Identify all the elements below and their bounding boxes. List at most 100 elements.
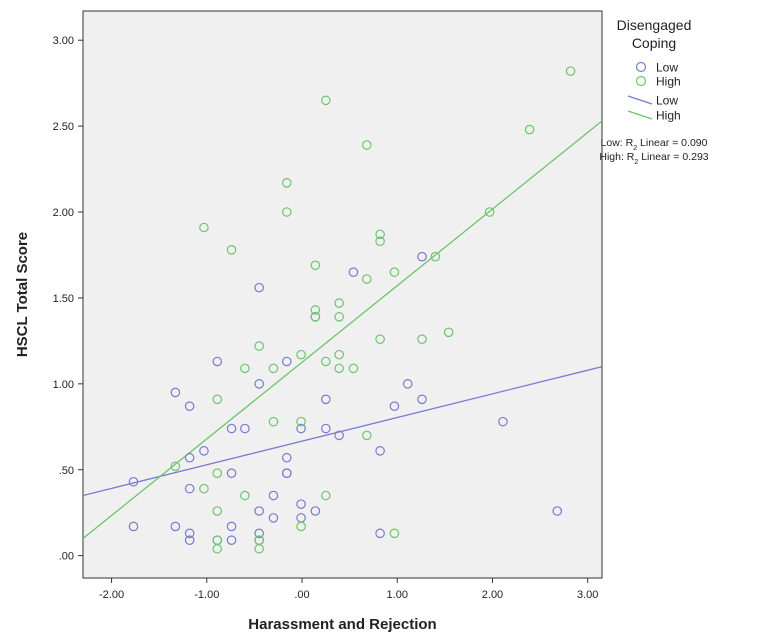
- point-high: [199, 483, 209, 494]
- point-low: [375, 446, 385, 456]
- legend-fit-label-low: Low: [656, 94, 678, 108]
- point-low: [310, 506, 321, 516]
- point-low: [170, 387, 181, 398]
- legend-marker-low: [635, 61, 647, 73]
- point-low: [226, 521, 237, 532]
- point-high: [212, 468, 223, 478]
- point-low: [281, 468, 292, 478]
- legend-label-high: High: [656, 75, 681, 89]
- point-high: [310, 312, 321, 322]
- point-low: [296, 499, 306, 509]
- point-high: [375, 229, 385, 240]
- y-tick-label: 2.50: [53, 121, 74, 133]
- data-points: [128, 66, 576, 554]
- point-high: [254, 341, 264, 351]
- point-low: [348, 267, 359, 277]
- point-low: [281, 356, 292, 367]
- point-low: [402, 379, 413, 389]
- point-high: [212, 394, 223, 405]
- point-low: [254, 282, 264, 293]
- point-high: [310, 305, 321, 315]
- y-axis-ticks: .00 .50 1.00 1.50 2.00 2.50 3.00: [53, 35, 83, 563]
- point-high: [296, 416, 306, 427]
- point-low: [254, 379, 264, 389]
- point-low: [212, 356, 223, 367]
- point-high: [361, 430, 372, 441]
- point-high: [240, 490, 250, 501]
- point-low: [254, 528, 264, 539]
- point-high: [375, 334, 385, 344]
- point-low: [128, 476, 139, 487]
- point-high: [310, 260, 321, 271]
- point-high: [524, 124, 535, 135]
- point-high: [334, 363, 344, 374]
- y-tick-label: 1.50: [53, 293, 74, 305]
- point-low: [184, 452, 195, 463]
- point-low: [184, 528, 195, 539]
- point-high: [321, 356, 331, 367]
- point-high: [389, 267, 400, 277]
- point-low: [184, 535, 195, 545]
- x-tick-label: .00: [294, 589, 309, 601]
- fit-line-low: [83, 366, 602, 497]
- point-low: [389, 401, 400, 411]
- point-high: [170, 461, 181, 472]
- point-high: [199, 222, 209, 233]
- point-high: [296, 349, 306, 360]
- y-tick-label: 2.00: [53, 207, 74, 219]
- point-high: [361, 274, 372, 284]
- y-tick-label: 1.00: [53, 379, 74, 391]
- point-low: [240, 423, 250, 434]
- y-tick-label: .50: [59, 465, 74, 477]
- point-high: [268, 416, 279, 427]
- point-low: [321, 423, 331, 434]
- point-low: [184, 483, 195, 494]
- x-tick-label: 1.00: [387, 589, 408, 601]
- y-tick-label: .00: [59, 551, 74, 563]
- point-low: [199, 446, 209, 456]
- point-high: [334, 298, 344, 308]
- point-low: [268, 490, 279, 501]
- fit-lines: [83, 120, 602, 539]
- point-high: [375, 236, 385, 247]
- point-low: [226, 423, 237, 434]
- point-low: [417, 251, 427, 262]
- point-high: [565, 66, 576, 76]
- point-high: [361, 140, 372, 150]
- point-high: [296, 521, 306, 532]
- legend-marker-high: [635, 75, 647, 87]
- y-axis-title: HSCL Total Score: [14, 232, 31, 357]
- point-high: [321, 95, 331, 106]
- point-high: [212, 543, 223, 554]
- point-high: [321, 490, 331, 501]
- point-low: [226, 535, 237, 545]
- point-low: [552, 506, 563, 516]
- point-high: [430, 251, 441, 262]
- point-low: [170, 521, 181, 532]
- point-high: [334, 312, 344, 322]
- point-high: [281, 178, 292, 188]
- point-high: [334, 349, 344, 360]
- point-low: [281, 452, 292, 463]
- plot-area: [82, 10, 603, 579]
- point-high: [443, 327, 454, 338]
- point-high: [281, 207, 292, 217]
- x-axis-title: Harassment and Rejection: [248, 616, 436, 633]
- legend-line-high: [627, 110, 653, 120]
- point-low: [184, 401, 195, 411]
- legend-fit-label-high: High: [656, 109, 681, 123]
- legend-label-low: Low: [656, 61, 678, 75]
- point-low: [226, 468, 237, 478]
- point-high: [268, 363, 279, 374]
- point-low: [268, 513, 279, 523]
- point-low: [334, 430, 344, 441]
- point-low: [296, 423, 306, 434]
- legend-line-low: [627, 95, 653, 105]
- point-low: [128, 521, 139, 532]
- point-high: [348, 363, 359, 374]
- point-high: [389, 528, 400, 539]
- point-low: [498, 416, 508, 427]
